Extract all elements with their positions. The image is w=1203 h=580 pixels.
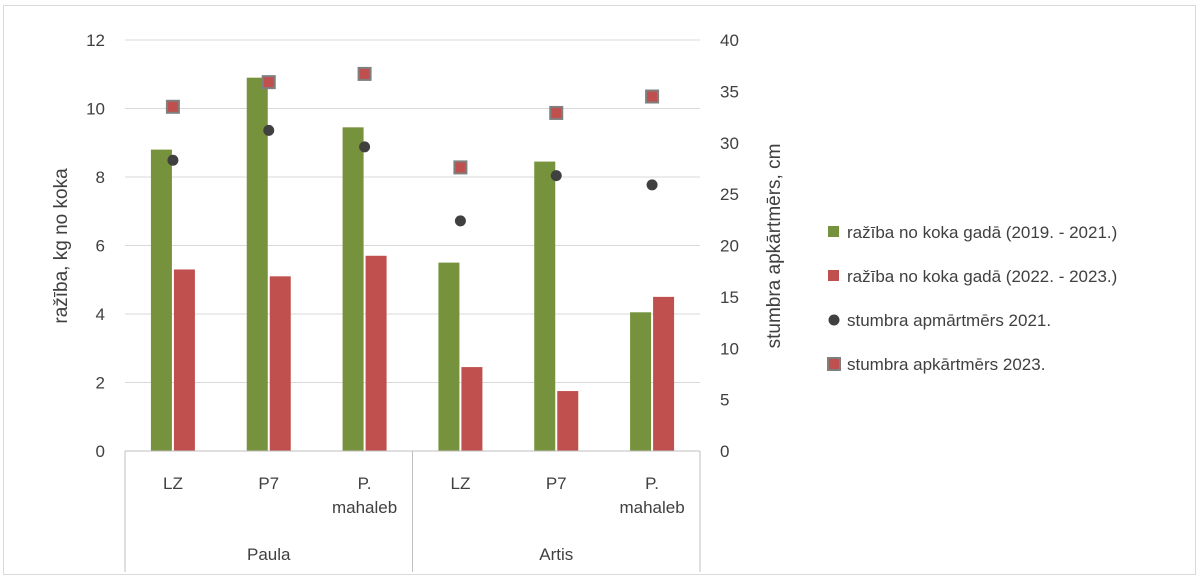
legend-swatch — [828, 314, 840, 326]
bar — [150, 149, 172, 451]
legend-label: stumbra apkārtmērs 2023. — [847, 355, 1045, 374]
y-right-tick-label: 30 — [720, 134, 739, 153]
y-right-tick-label: 35 — [720, 82, 739, 101]
marker-circle — [167, 154, 179, 166]
x-tick-label: LZ — [163, 474, 183, 493]
legend-swatch — [827, 357, 841, 371]
marker-circle — [550, 170, 562, 182]
bar — [557, 391, 579, 451]
legend-label: stumbra apmārtmērs 2021. — [847, 311, 1051, 330]
legend-swatch — [828, 226, 839, 237]
y-left-tick-label: 10 — [86, 100, 105, 119]
marker-square — [261, 75, 276, 90]
marker-circle — [454, 215, 466, 227]
bar — [534, 161, 556, 451]
bar — [365, 255, 387, 451]
y-right-tick-label: 10 — [720, 339, 739, 358]
marker-circle — [263, 124, 275, 136]
y-axis-left-label: ražība, kg no koka — [51, 168, 72, 324]
marker-square — [549, 105, 564, 120]
x-tick-label: mahaleb — [619, 498, 684, 517]
y-right-tick-label: 25 — [720, 185, 739, 204]
bar — [438, 262, 460, 451]
gridlines — [125, 39, 700, 383]
y-left-tick-label: 2 — [96, 374, 105, 393]
marker-square — [453, 160, 468, 175]
y-left-tick-label: 6 — [96, 237, 105, 256]
y-right-tick-label: 15 — [720, 288, 739, 307]
y-right-tick-label: 20 — [720, 237, 739, 256]
marker-circle — [359, 141, 371, 153]
x-axis: LZ P7 P. mahaleb LZ P7 P. mahaleb Paula Artis — [124, 450, 701, 572]
bars — [150, 77, 675, 452]
x-tick-label: P7 — [258, 474, 279, 493]
y-axis-right-label: stumbra apkārtmērs, cm — [764, 144, 785, 349]
x-tick-label: P. — [645, 474, 659, 493]
legend-label: ražība no koka gadā (2019. - 2021.) — [847, 223, 1117, 242]
markers — [165, 66, 660, 227]
marker-square — [357, 66, 372, 81]
x-group-label: Artis — [539, 545, 573, 564]
x-tick-label: P7 — [546, 474, 567, 493]
bar — [630, 312, 652, 451]
bar — [653, 296, 675, 451]
y-left-tick-label: 0 — [96, 442, 105, 461]
y-right-tick-label: 40 — [720, 31, 739, 50]
chart-frame — [3, 5, 1196, 575]
y-left-tick-label: 4 — [96, 305, 105, 324]
x-tick-label: LZ — [450, 474, 470, 493]
y-left-tick-label: 12 — [86, 31, 105, 50]
y-right-tick-label: 5 — [720, 391, 729, 410]
x-group-label: Paula — [247, 545, 291, 564]
bar — [461, 367, 483, 451]
marker-square — [645, 89, 660, 104]
bar — [173, 269, 195, 451]
legend-label: ražība no koka gadā (2022. - 2023.) — [847, 267, 1117, 286]
bar — [246, 77, 268, 452]
y-axis-left-ticks: 0 2 4 6 8 10 12 — [86, 31, 105, 461]
y-axis-right-ticks: 0 5 10 15 20 25 30 35 40 — [720, 31, 739, 461]
marker-circle — [646, 179, 658, 191]
marker-square — [165, 99, 180, 114]
bar — [269, 276, 291, 451]
x-tick-label: P. — [358, 474, 372, 493]
y-left-tick-label: 8 — [96, 168, 105, 187]
bar — [342, 127, 364, 452]
legend-swatch — [828, 270, 839, 281]
y-right-tick-label: 0 — [720, 442, 729, 461]
legend: ražība no koka gadā (2019. - 2021.) ražīb… — [827, 223, 1117, 374]
x-tick-label: mahaleb — [332, 498, 397, 517]
